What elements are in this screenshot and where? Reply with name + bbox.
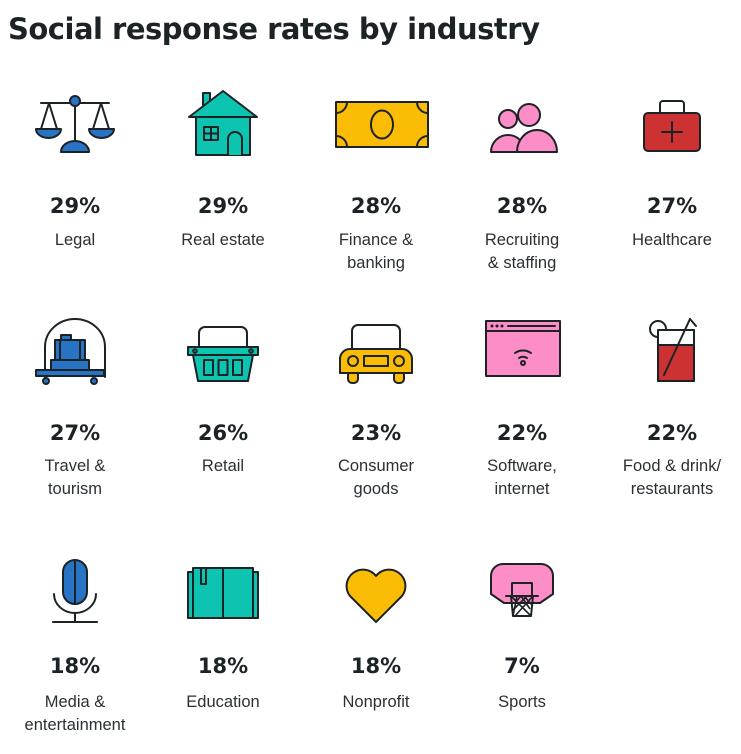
industry-label-line: Media &	[44, 693, 106, 711]
industry-label-line: Recruiting	[484, 231, 560, 249]
page-title: Social response rates by industry	[8, 12, 540, 46]
industry-label-line: tourism	[47, 480, 103, 498]
people-icon	[482, 89, 562, 159]
response-rate-value: 29%	[197, 194, 249, 218]
response-rate-value: 18%	[197, 654, 249, 678]
luggage-cart-icon	[35, 317, 115, 387]
industry-label: Media & entertainment	[0, 691, 150, 737]
industry-label-line: Education	[186, 693, 260, 711]
house-icon	[183, 89, 263, 159]
industry-label: Legal	[0, 229, 150, 252]
industry-label: Real estate	[148, 229, 298, 252]
basketball-hoop-icon	[482, 558, 562, 628]
response-rate-value: 28%	[496, 194, 548, 218]
response-rate-value: 29%	[49, 194, 101, 218]
industry-label-line: banking	[347, 254, 405, 272]
response-rate-value: 26%	[197, 421, 249, 445]
response-rate-value: 18%	[49, 654, 101, 678]
heart-icon	[336, 558, 416, 628]
response-rate-value: 27%	[49, 421, 101, 445]
medical-kit-icon	[632, 89, 712, 159]
response-rate-value: 23%	[350, 421, 402, 445]
industry-label: Retail	[148, 455, 298, 478]
industry-label: Finance & banking	[301, 229, 451, 275]
browser-wifi-icon	[482, 317, 562, 387]
industry-label: Consumer goods	[301, 455, 451, 501]
basket-icon	[183, 317, 263, 387]
industry-label: Software, internet	[447, 455, 597, 501]
industry-label-line: Real estate	[181, 231, 265, 249]
industry-label-line: entertainment	[24, 716, 126, 734]
industry-label-line: Healthcare	[632, 231, 712, 249]
book-icon	[183, 558, 263, 628]
industry-label-line: internet	[494, 480, 550, 498]
industry-label-line: Legal	[54, 231, 96, 249]
industry-label-line: Finance &	[338, 231, 414, 249]
drink-icon	[632, 317, 712, 387]
industry-label-line: & staffing	[487, 254, 557, 272]
industry-label: Food & drink/restaurants	[597, 455, 741, 501]
industry-label: Healthcare	[597, 229, 741, 252]
industry-label-line: Consumer	[337, 457, 415, 475]
response-rate-value: 22%	[646, 421, 698, 445]
response-rate-value: 22%	[496, 421, 548, 445]
industry-label-line: Software,	[487, 457, 557, 475]
industry-label-line: restaurants	[630, 480, 714, 498]
industry-label-line: Travel &	[44, 457, 106, 475]
response-rate-value: 27%	[646, 194, 698, 218]
industry-label: Education	[148, 691, 298, 714]
scales-icon	[35, 89, 115, 159]
banknote-icon	[335, 89, 429, 159]
industry-label: Recruiting & staffing	[447, 229, 597, 275]
industry-label-line: Food & drink/	[622, 457, 722, 475]
microphone-icon	[35, 558, 115, 628]
response-rate-value: 7%	[504, 654, 540, 678]
industry-label: Travel & tourism	[0, 455, 150, 501]
industry-label: Sports	[447, 691, 597, 714]
response-rate-value: 18%	[350, 654, 402, 678]
industry-label: Nonprofit	[301, 691, 451, 714]
industry-label-line: goods	[353, 480, 399, 498]
response-rate-value: 28%	[350, 194, 402, 218]
industry-label-line: Retail	[201, 457, 245, 475]
industry-label-line: Sports	[498, 693, 546, 711]
car-icon	[336, 317, 416, 387]
industry-label-line: Nonprofit	[342, 693, 410, 711]
